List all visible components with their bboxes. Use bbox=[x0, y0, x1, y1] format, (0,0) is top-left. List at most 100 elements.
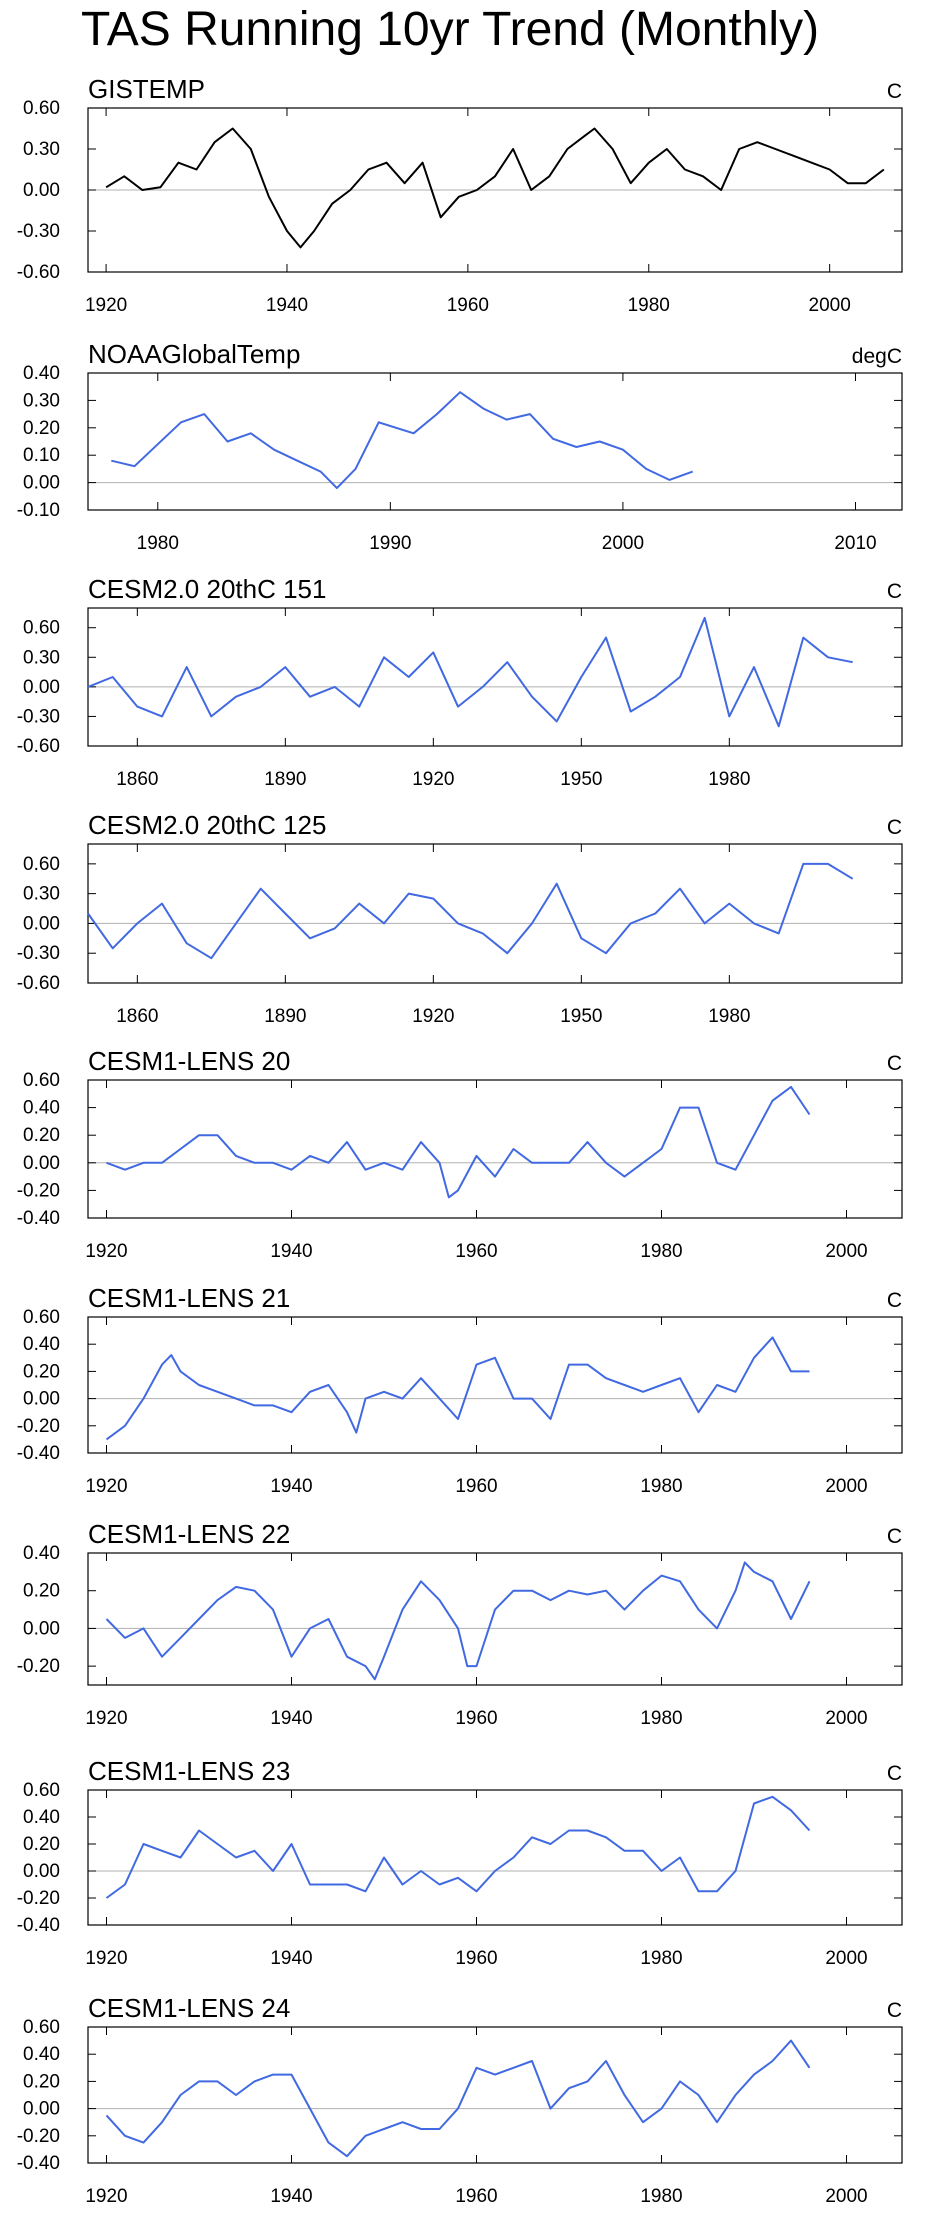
panel-9-title: CESM1-LENS 24 bbox=[88, 1993, 290, 2023]
panel-7-xtick-label: 1920 bbox=[85, 1708, 127, 1729]
panel-5-title: CESM1-LENS 20 bbox=[88, 1046, 290, 1076]
panel-2-xtick-label: 2010 bbox=[834, 533, 876, 554]
panel-2-frame bbox=[87, 372, 903, 511]
panel-5-ytick-label: -0.20 bbox=[17, 1180, 60, 1201]
panel-1-series-line bbox=[105, 127, 885, 249]
panel-4-ytick-label: 0.30 bbox=[23, 884, 60, 905]
panel-5-xtick-label: 1980 bbox=[640, 1241, 682, 1262]
panel-1-xtick-label: 1920 bbox=[85, 295, 127, 316]
panel-9-frame bbox=[87, 2026, 903, 2164]
panel-9-ytick-label: -0.20 bbox=[17, 2126, 60, 2147]
panel-3-ytick-label: 0.60 bbox=[23, 618, 60, 639]
panel-8-ytick-label: -0.40 bbox=[17, 1915, 60, 1936]
panel-5-ytick-label: 0.20 bbox=[23, 1125, 60, 1146]
panel-2-units: degC bbox=[852, 345, 902, 368]
panel-7-units: C bbox=[887, 1525, 902, 1548]
panel-1-ytick-label: -0.60 bbox=[17, 262, 60, 283]
panel-1-ytick-label: 0.00 bbox=[23, 180, 60, 201]
panel-6-ytick-label: -0.20 bbox=[17, 1416, 60, 1437]
panel-8-xtick-label: 1960 bbox=[455, 1948, 497, 1969]
panel-7-xtick-label: 1960 bbox=[455, 1708, 497, 1729]
panel-6-xtick-label: 1960 bbox=[455, 1476, 497, 1497]
panel-3-series-line bbox=[87, 616, 853, 728]
panel-3-xtick-label: 1950 bbox=[560, 769, 602, 790]
panel-4-ytick-label: -0.60 bbox=[17, 973, 60, 994]
panel-5-ytick-label: 0.40 bbox=[23, 1098, 60, 1119]
panel-4-xtick-label: 1980 bbox=[708, 1006, 750, 1027]
panel-1-ytick-label: 0.30 bbox=[23, 139, 60, 160]
panel-3-ytick-label: 0.30 bbox=[23, 647, 60, 668]
panel-4-xtick-label: 1860 bbox=[116, 1006, 158, 1027]
panel-1-ytick-label: 0.60 bbox=[23, 98, 60, 119]
panel-8-series-line bbox=[105, 1795, 811, 1899]
panel-2-ytick-label: 0.40 bbox=[23, 363, 60, 384]
panel-6-ytick-label: 0.40 bbox=[23, 1334, 60, 1355]
panel-4-xtick-label: 1920 bbox=[412, 1006, 454, 1027]
panel-9-ytick-label: 0.40 bbox=[23, 2044, 60, 2065]
panel-2-xtick-label: 2000 bbox=[602, 533, 644, 554]
panel-9-ytick-label: -0.40 bbox=[17, 2153, 60, 2174]
panel-5-units: C bbox=[887, 1052, 902, 1075]
panel-3-ytick-label: -0.60 bbox=[17, 736, 60, 757]
panel-2-xtick-label: 1990 bbox=[369, 533, 411, 554]
panel-2-ytick-label: 0.20 bbox=[23, 418, 60, 439]
panel-8-xtick-label: 1980 bbox=[640, 1948, 682, 1969]
panel-8-xtick-label: 2000 bbox=[825, 1948, 867, 1969]
panel-8-units: C bbox=[887, 1762, 902, 1785]
panel-8-xtick-label: 1940 bbox=[270, 1948, 312, 1969]
panel-2-ytick-label: 0.10 bbox=[23, 445, 60, 466]
panel-2-series-line bbox=[111, 391, 694, 490]
panel-6-xtick-label: 1940 bbox=[270, 1476, 312, 1497]
panel-8-frame bbox=[87, 1789, 903, 1926]
panel-8-ytick-label: 0.20 bbox=[23, 1834, 60, 1855]
panel-4-xtick-label: 1950 bbox=[560, 1006, 602, 1027]
panel-4-ytick-label: -0.30 bbox=[17, 943, 60, 964]
panel-8-ytick-label: 0.40 bbox=[23, 1807, 60, 1828]
panel-6-units: C bbox=[887, 1289, 902, 1312]
panel-3-xtick-label: 1860 bbox=[116, 769, 158, 790]
panel-9-xtick-label: 2000 bbox=[825, 2186, 867, 2207]
panel-7-xtick-label: 1980 bbox=[640, 1708, 682, 1729]
panel-7-frame bbox=[87, 1552, 903, 1686]
panel-1-xtick-label: 1940 bbox=[266, 295, 308, 316]
panel-1-title: GISTEMP bbox=[88, 74, 205, 104]
panel-4-ytick-label: 0.60 bbox=[23, 854, 60, 875]
panel-5-xtick-label: 2000 bbox=[825, 1241, 867, 1262]
panel-2-ytick-label: 0.00 bbox=[23, 473, 60, 494]
chart-main-title: TAS Running 10yr Trend (Monthly) bbox=[80, 3, 820, 56]
panel-5-ytick-label: 0.00 bbox=[23, 1153, 60, 1174]
panel-8-ytick-label: -0.20 bbox=[17, 1888, 60, 1909]
panel-5-series-line bbox=[106, 1085, 811, 1199]
panel-9-xtick-label: 1960 bbox=[455, 2186, 497, 2207]
panel-2-xtick-label: 1980 bbox=[137, 533, 179, 554]
panel-1-units: C bbox=[887, 80, 902, 103]
panel-9-ytick-label: 0.00 bbox=[23, 2099, 60, 2120]
panel-3-xtick-label: 1980 bbox=[708, 769, 750, 790]
panel-5-frame bbox=[87, 1079, 903, 1219]
panel-7-series-line bbox=[105, 1561, 811, 1681]
panel-6-xtick-label: 1980 bbox=[640, 1476, 682, 1497]
panel-3-ytick-label: -0.30 bbox=[17, 706, 60, 727]
panel-9-ytick-label: 0.20 bbox=[23, 2071, 60, 2092]
panel-7-xtick-label: 2000 bbox=[825, 1708, 867, 1729]
panel-3-units: C bbox=[887, 580, 902, 603]
panel-1-xtick-label: 1980 bbox=[628, 295, 670, 316]
panel-6-series-line bbox=[105, 1336, 810, 1441]
panel-6-ytick-label: 0.60 bbox=[23, 1307, 60, 1328]
panel-1-ytick-label: -0.30 bbox=[17, 221, 60, 242]
panel-5-ytick-label: -0.40 bbox=[17, 1208, 60, 1229]
panel-1-xtick-label: 1960 bbox=[447, 295, 489, 316]
panel-8-xtick-label: 1920 bbox=[85, 1948, 127, 1969]
panel-8-title: CESM1-LENS 23 bbox=[88, 1756, 290, 1786]
panel-6-ytick-label: -0.40 bbox=[17, 1443, 60, 1464]
panel-6-xtick-label: 1920 bbox=[85, 1476, 127, 1497]
panel-9-xtick-label: 1980 bbox=[640, 2186, 682, 2207]
panel-4-frame bbox=[87, 843, 903, 984]
panel-6-frame bbox=[87, 1316, 903, 1454]
panel-6-ytick-label: 0.20 bbox=[23, 1361, 60, 1382]
panel-3-title: CESM2.0 20thC 151 bbox=[88, 574, 326, 604]
panel-8-ytick-label: 0.00 bbox=[23, 1861, 60, 1882]
panel-5-xtick-label: 1920 bbox=[85, 1241, 127, 1262]
panel-5-xtick-label: 1960 bbox=[455, 1241, 497, 1262]
